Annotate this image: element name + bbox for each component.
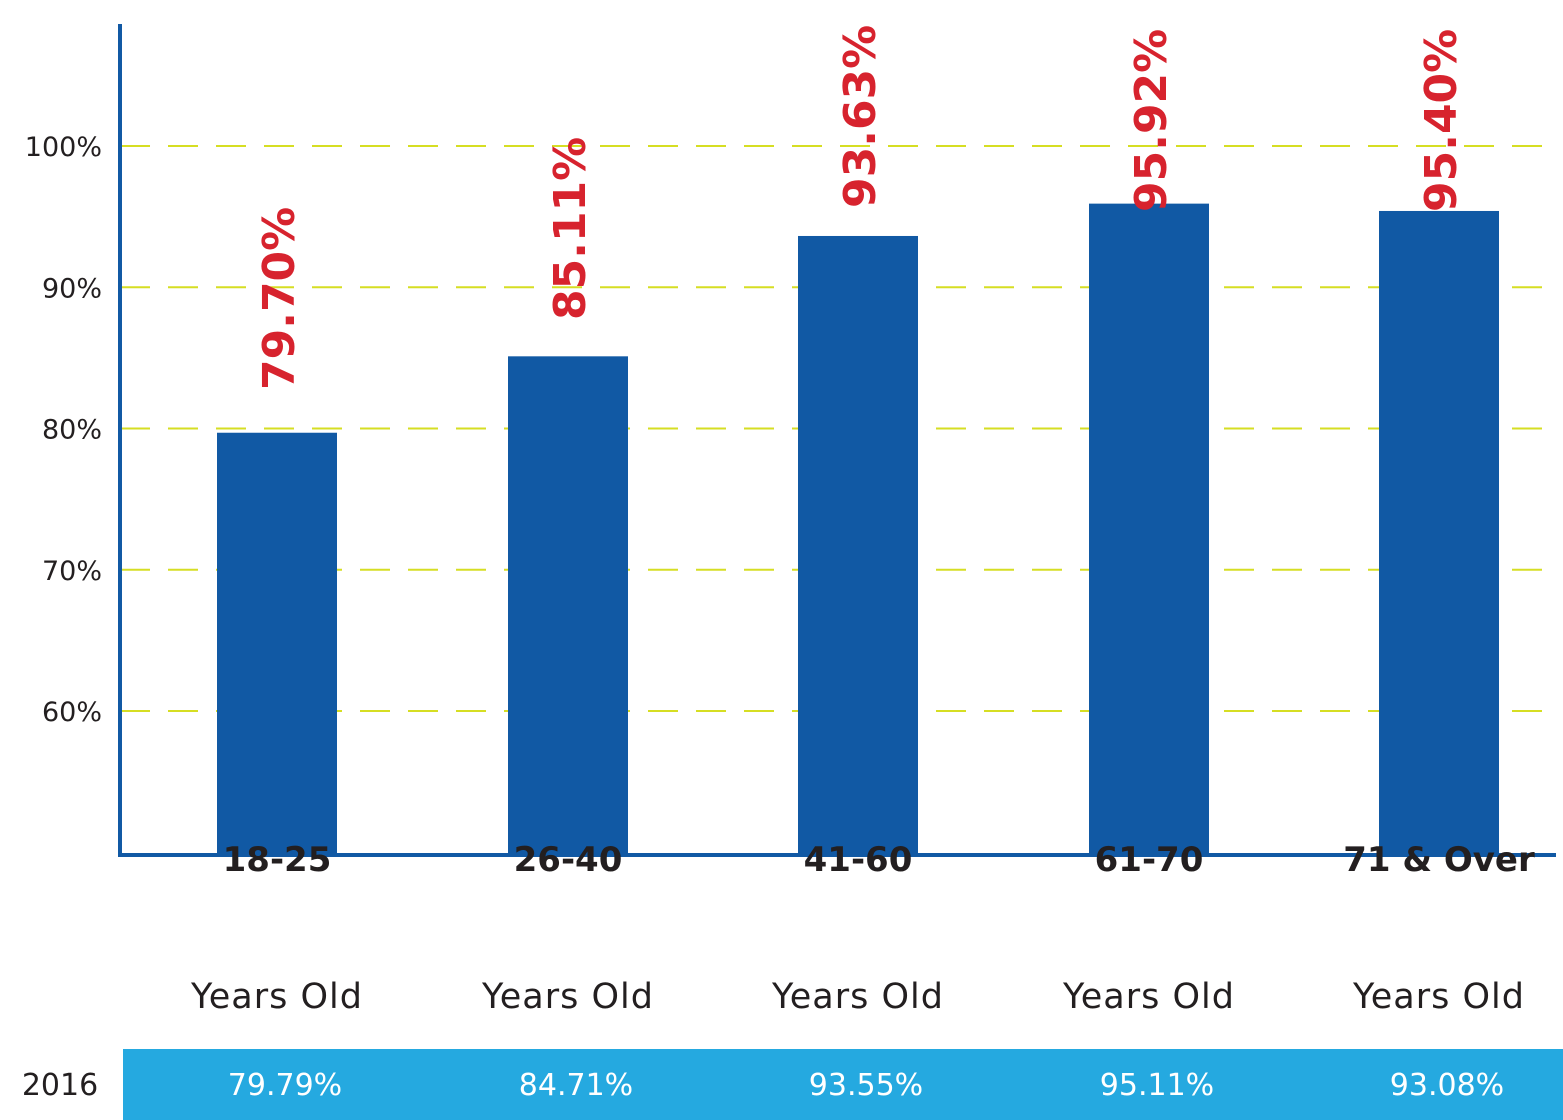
comparison-row-value: 93.55% [809,1068,923,1103]
comparison-row-value: 95.11% [1100,1068,1214,1103]
axes [118,24,1556,857]
category-range-label: 41-60 [804,840,913,880]
y-tick-label: 90% [42,273,102,304]
comparison-row-value: 93.08% [1390,1068,1504,1103]
category-range-label: 71 & Over [1343,840,1535,880]
category-range-label: 61-70 [1095,840,1204,880]
data-label: 85.11% [545,137,596,320]
category-sub-label: Years Old [1062,977,1235,1017]
y-tick-label: 80% [42,415,102,446]
bars [217,203,1499,856]
category-sub-label: Years Old [481,977,654,1017]
comparison-row-label: 2016 [22,1068,98,1103]
category-labels: 18-25 Years Old 26-40 Years Old 41-60 Years O… [190,840,1535,1017]
data-label: 79.70% [254,207,305,390]
bar [798,235,918,855]
bar [1089,203,1209,855]
comparison-row-background [123,1049,1563,1120]
data-labels: 79.70% 85.11% 93.63% 95.92% 95.40% [254,25,1467,390]
comparison-row-value: 84.71% [519,1068,633,1103]
category-sub-label: Years Old [190,977,363,1017]
bar [1379,210,1499,856]
category-sub-label: Years Old [771,977,944,1017]
y-axis-ticks: 60% 70% 80% 90% 100% [25,132,102,728]
comparison-row-value: 79.79% [228,1068,342,1103]
data-label: 95.40% [1416,29,1467,212]
y-tick-label: 60% [42,697,102,728]
category-range-label: 26-40 [514,840,623,880]
bar [508,356,628,855]
comparison-row: 2016 79.79% 84.71% 93.55% 95.11% 93.08% [22,1049,1563,1120]
category-range-label: 18-25 [223,840,332,880]
bar [217,432,337,855]
data-label: 93.63% [835,25,886,208]
y-tick-label: 100% [25,132,102,163]
y-tick-label: 70% [42,556,102,587]
data-label: 95.92% [1126,29,1177,212]
category-sub-label: Years Old [1352,977,1525,1017]
